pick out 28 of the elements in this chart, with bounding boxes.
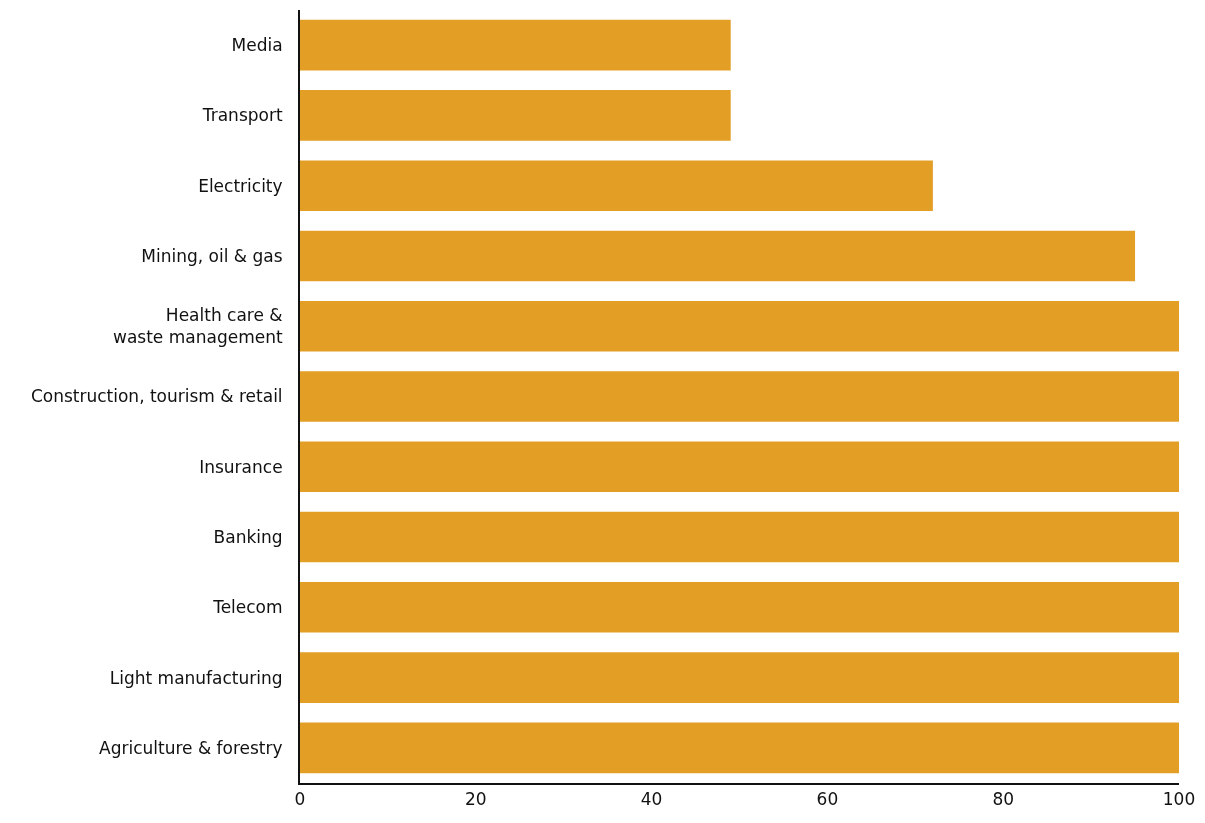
y-tick-label: Health care & waste management xyxy=(113,305,283,348)
x-tick-label: 20 xyxy=(464,789,487,810)
y-tick-label: Construction, tourism & retail xyxy=(30,386,283,407)
y-tick-label: Insurance xyxy=(199,456,283,477)
y-tick-label: Mining, oil & gas xyxy=(141,245,283,266)
bar xyxy=(300,19,731,71)
y-tick-label: Light manufacturing xyxy=(109,667,283,688)
y-tick-label: Telecom xyxy=(212,597,283,618)
y-tick-label: Agriculture & forestry xyxy=(99,737,283,758)
x-tick-label: 0 xyxy=(294,789,306,810)
bar xyxy=(300,511,1179,563)
x-tick-label: 60 xyxy=(816,789,839,810)
y-tick-label: Transport xyxy=(201,105,283,126)
y-tick-label: Electricity xyxy=(198,175,283,196)
bar xyxy=(300,722,1179,774)
bar xyxy=(300,160,933,211)
bar xyxy=(300,582,1179,633)
x-tick-label: 100 xyxy=(1162,789,1196,810)
bar xyxy=(300,300,1179,352)
y-tick-label: Media xyxy=(231,35,283,56)
y-tick-label: Banking xyxy=(213,527,283,547)
bar xyxy=(300,441,1179,493)
bar xyxy=(300,371,1179,422)
bar xyxy=(300,90,731,141)
bar xyxy=(300,652,1179,703)
x-tick-label: 80 xyxy=(992,789,1015,810)
x-tick-label: 40 xyxy=(640,789,663,810)
bar xyxy=(300,230,1136,282)
